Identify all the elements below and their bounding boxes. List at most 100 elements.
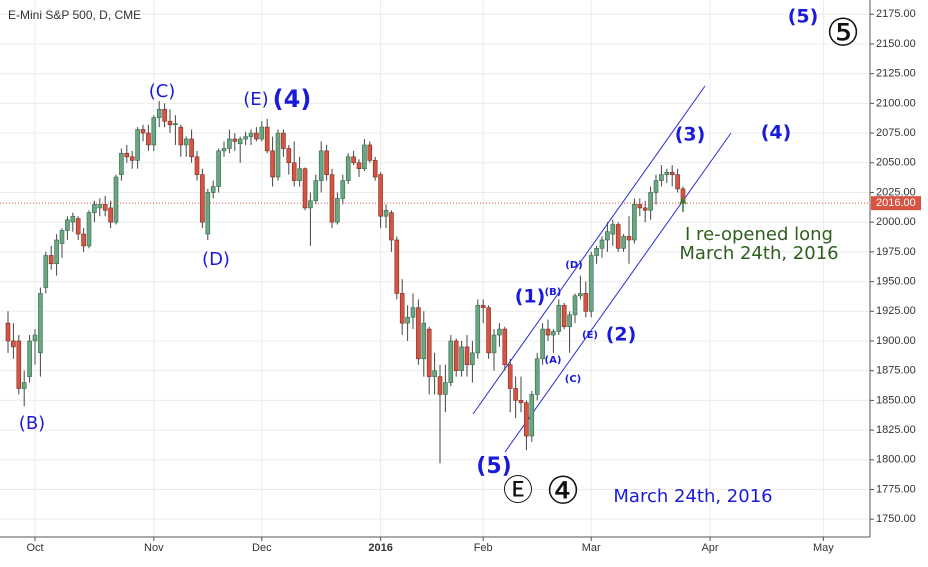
annotation: (5) [476, 454, 511, 479]
last-price-box [871, 196, 921, 211]
x-tick-label: May [813, 542, 834, 554]
annotation: ④ [546, 469, 580, 513]
candle-body [237, 138, 243, 145]
y-tick-label: 2050.00 [876, 157, 916, 169]
candle-body [405, 316, 410, 324]
candle-body [227, 138, 232, 149]
candle-body [124, 152, 130, 158]
candle-body [232, 138, 238, 142]
y-tick-label: 1925.00 [876, 305, 916, 317]
candle-body [313, 180, 319, 202]
candle-body [5, 322, 11, 342]
candle-body [151, 117, 157, 146]
y-tick-label: 1900.00 [876, 335, 916, 347]
y-tick-label: 1825.00 [876, 424, 916, 436]
candle-body [610, 224, 616, 235]
candle-body [675, 174, 680, 190]
candle-body [599, 239, 605, 249]
candle-body [513, 388, 518, 401]
annotation: (3) [675, 124, 706, 146]
candle-body [426, 328, 432, 377]
annotation: (C) [565, 374, 581, 385]
y-tick-label: 2075.00 [876, 127, 916, 139]
candle-body [297, 168, 302, 181]
y-tick-label: 1800.00 [876, 454, 916, 466]
candle-body [173, 123, 178, 126]
candle-body [351, 156, 356, 164]
candle-body [340, 180, 346, 199]
x-tick-label: Oct [26, 542, 43, 554]
candle-body [621, 236, 626, 249]
candle-body [38, 293, 43, 354]
candle-body [156, 109, 162, 118]
candle-body [561, 305, 567, 328]
candle-body [259, 126, 265, 140]
x-tick-label: Apr [701, 542, 718, 554]
candle-body [248, 132, 254, 137]
candle-body [383, 209, 389, 217]
y-tick-label: 1775.00 [876, 483, 916, 495]
candle-body [59, 230, 65, 244]
candle-body [308, 200, 313, 209]
candle-body [356, 162, 362, 170]
annotation: (B) [19, 413, 45, 434]
candle-body [416, 307, 421, 360]
annotation: (D) [202, 249, 230, 270]
annotation: I re-opened long [685, 224, 833, 245]
x-tick-label: Nov [144, 542, 164, 554]
candle-body [21, 382, 27, 389]
candle-body [394, 239, 400, 294]
annotation: (2) [606, 324, 637, 346]
candle-body [162, 109, 167, 122]
candle-body [653, 180, 659, 193]
candle-body [372, 160, 378, 178]
candle-body [464, 346, 470, 366]
candle-body [43, 255, 49, 288]
candle-body [632, 204, 637, 241]
candle-body [669, 171, 675, 175]
candle-body [534, 358, 540, 395]
candle-body [453, 340, 459, 371]
candle-body [480, 305, 486, 309]
candle-body [335, 198, 340, 223]
candle-body [65, 219, 70, 231]
candle-body [108, 207, 113, 223]
candle-body [399, 293, 405, 324]
y-tick-label: 1750.00 [876, 513, 916, 525]
candle-body [264, 126, 270, 152]
candle-body [11, 340, 16, 348]
candle-body [637, 204, 643, 209]
candle-body [642, 207, 648, 211]
candle-body [302, 168, 308, 209]
annotation: (5) [788, 6, 819, 28]
annotation: (4) [273, 85, 312, 113]
candle-body [556, 305, 562, 332]
candle-body [502, 328, 508, 366]
y-tick-label: 2100.00 [876, 97, 916, 109]
candle-body [497, 328, 502, 336]
channel-upper [472, 85, 706, 415]
y-tick-label: 1875.00 [876, 365, 916, 377]
candle-body [615, 224, 621, 249]
annotation: (1) [515, 286, 546, 308]
candle-body [529, 394, 535, 437]
candle-body [486, 307, 491, 354]
candle-body [48, 255, 54, 265]
candle-body [545, 328, 551, 336]
candle-body [578, 293, 583, 297]
candle-body [507, 364, 513, 389]
candle-body [410, 307, 416, 318]
candle-body [189, 138, 194, 158]
annotation: (E) [243, 89, 268, 110]
candle-body [183, 138, 189, 146]
last-price-label: 2016.00 [876, 197, 916, 209]
x-tick-label: 2016 [368, 542, 392, 554]
candle-body [32, 334, 38, 342]
candle-body [221, 148, 227, 152]
candle-body [205, 192, 211, 235]
y-tick-label: 2025.00 [876, 186, 916, 198]
candle-body [389, 212, 394, 241]
candle-body [92, 204, 97, 213]
candle-body [664, 171, 670, 175]
